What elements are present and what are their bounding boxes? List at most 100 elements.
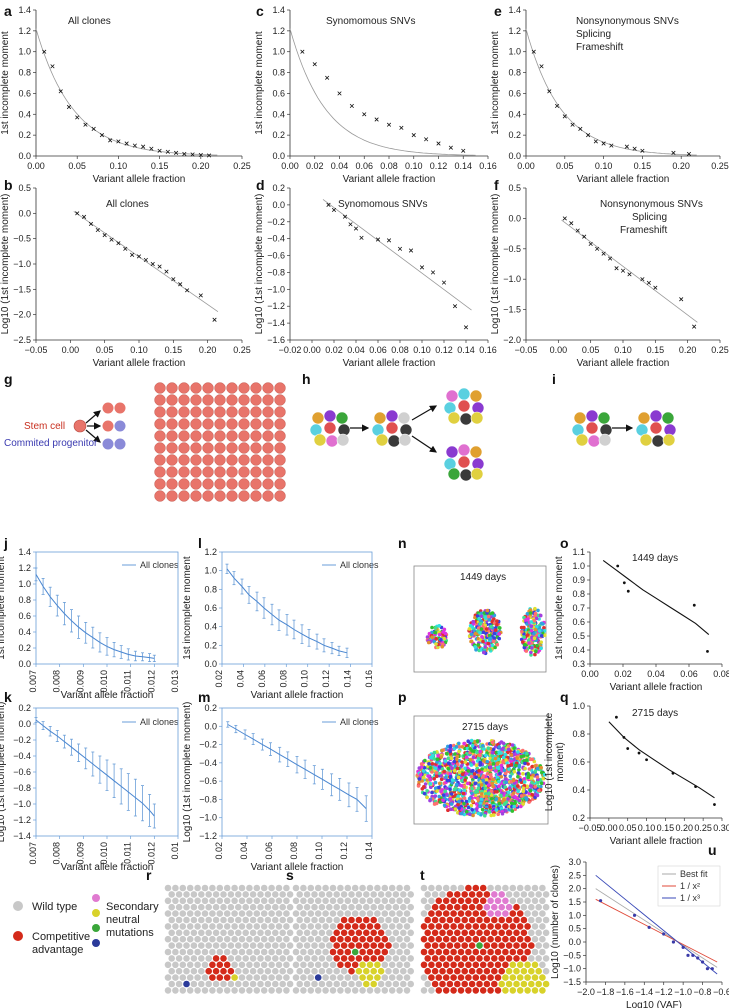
clone-dot [470,791,474,796]
grid-cell [168,891,175,898]
grid-cell [272,942,279,949]
grid-cell [303,929,311,937]
y-tick-label: −0.6 [199,776,217,786]
grid-cell [340,942,348,949]
x-axis-label: Variant allele fraction [93,358,186,369]
grid-cell [286,980,294,988]
grid-cell [420,974,428,981]
panel-label-q: q [560,689,569,705]
grid-cell [172,948,179,956]
grid-cell [461,903,469,911]
grid-cell [227,942,235,949]
grid-cell [400,955,407,962]
grid-cell [494,923,502,930]
grid-cell [260,948,268,956]
grid-cell [296,967,304,975]
clone-dot [541,776,546,781]
clone-dot [523,643,528,647]
clone-dot [456,794,460,799]
clone-dot [492,613,497,618]
grid-cell [333,916,341,924]
grid-cell [479,948,487,956]
x-tick-label: −1.2 [655,987,673,997]
x-tick-label: 0.007 [28,670,38,693]
i-cell-start [585,409,599,423]
grid-cell [542,929,550,937]
grid-cell [388,974,396,981]
h-cell-top [457,387,471,401]
grid-cell [175,967,183,975]
x-tick-label: 0.10 [314,842,324,860]
grid-cell [216,987,224,994]
clone-dot [441,798,445,802]
x-tick-label: 0.15 [634,161,652,171]
x-tick-label: −0.05 [25,345,48,355]
grid-cell [253,884,261,892]
grid-cell [223,987,231,994]
grid-cell [329,974,337,981]
x-tick-label: 0.012 [146,842,156,865]
grid-cell [366,884,374,892]
grid-cell [246,897,253,905]
grid-cell [209,948,216,956]
clone-dot [470,808,475,812]
clone-dot [490,758,495,762]
grid-cell [366,910,374,917]
clone-dot [426,774,430,778]
clone-dot [457,770,462,774]
grid-cell [268,948,275,956]
clone-dot [489,624,493,629]
grid-cell [253,961,261,969]
clone-dot [523,761,527,766]
clone-dot [457,749,461,754]
grid-cell [242,929,249,937]
clone-dot [494,797,499,801]
h-cell-start [325,434,339,448]
data-point [386,238,392,243]
grid-cell [242,891,249,898]
x-tick-label: 0.16 [479,161,497,171]
grid-cell [260,974,268,981]
clone-dot [543,633,547,637]
fit-line-1 [595,898,718,963]
legend-green-dot [92,924,100,932]
clone-dot [531,773,535,778]
clone-dot [528,611,533,615]
grid-cell [491,980,498,988]
clone-dot [492,813,496,817]
x-tick-label: 0.14 [364,842,374,860]
grid-cell [370,942,378,949]
clone-dot [507,790,511,795]
clone-dot [494,769,498,773]
grid-cell [461,967,469,975]
grid-cell [168,903,175,911]
data-point [713,803,716,806]
u-legend-label: 1 / x³ [680,893,700,903]
x-tick-label: 0.30 [713,823,729,833]
grid-cell [209,923,216,930]
grid-cell [275,961,283,969]
grid-cell [528,967,535,975]
grid-cell [272,891,279,898]
grid-cell [333,967,341,975]
clone-dot [454,782,459,787]
grid-cell [314,923,322,930]
y-tick-label: 0.2 [272,183,285,193]
grid-cell [420,897,428,905]
tissue-cell [226,490,238,502]
grid-cell [509,974,517,981]
y-axis-label: 1st incomplete moment [182,556,193,660]
i-cell-end [651,434,665,448]
grid-cell [498,903,506,911]
grid-cell [198,929,205,937]
grid-cell [216,923,224,930]
grid-cell [329,884,337,892]
grid-cell [381,910,389,917]
grid-cell [314,948,322,956]
grid-cell [216,910,224,917]
clone-dot [487,618,492,622]
clone-dot [536,781,540,785]
tissue-cell [190,442,202,454]
grid-cell [344,974,352,981]
grid-cell [216,897,224,905]
